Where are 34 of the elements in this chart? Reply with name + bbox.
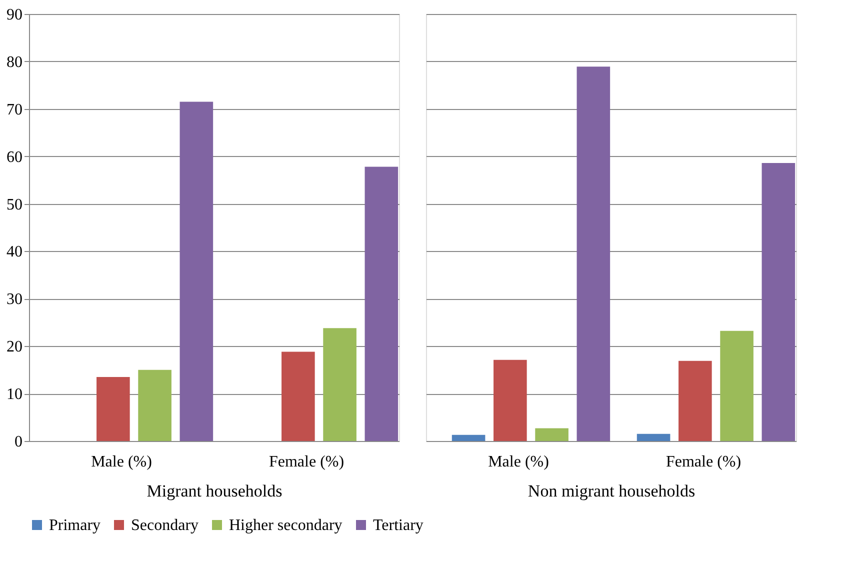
- bar: [720, 330, 754, 441]
- x-axis-title: Migrant households: [146, 482, 282, 500]
- y-tick-label: 90: [6, 6, 22, 24]
- y-tick-label: 20: [6, 338, 22, 356]
- bar: [452, 434, 486, 441]
- x-tick-label: Female (%): [666, 454, 742, 470]
- bar: [535, 428, 568, 441]
- x-tick-label: Female (%): [268, 454, 344, 470]
- bar: [323, 328, 356, 441]
- y-tick-label: 70: [6, 101, 22, 118]
- bar: [576, 66, 610, 441]
- bar: [138, 370, 172, 441]
- y-tick-label: 10: [6, 386, 22, 404]
- bar: [364, 166, 398, 441]
- bar: [678, 360, 712, 441]
- bar: [282, 352, 315, 441]
- bar: [636, 434, 670, 441]
- y-tick-label: 60: [6, 148, 22, 166]
- bar: [494, 360, 527, 441]
- y-tick-label: 30: [6, 291, 22, 308]
- x-axis-title: Non migrant households: [528, 482, 696, 500]
- y-tick-label: 40: [6, 244, 22, 261]
- legend-label: Tertiary: [373, 517, 424, 534]
- bar: [762, 162, 796, 441]
- x-tick-label: Male (%): [91, 454, 152, 470]
- bar: [96, 376, 130, 441]
- y-tick-label: 0: [14, 434, 22, 450]
- x-tick-label: Male (%): [488, 454, 549, 470]
- legend-label: Higher secondary: [229, 517, 342, 534]
- legend-label: Primary: [49, 517, 101, 534]
- bar: [180, 102, 214, 441]
- y-tick-label: 80: [6, 54, 22, 71]
- y-tick-label: 50: [6, 196, 22, 214]
- legend-label: Secondary: [131, 517, 199, 534]
